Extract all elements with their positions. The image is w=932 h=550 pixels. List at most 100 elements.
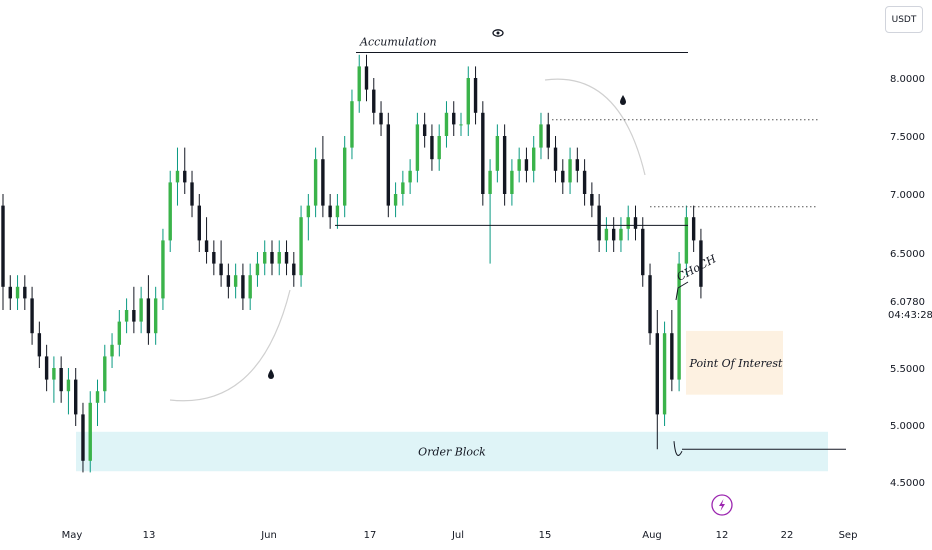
countdown-label: 04:43:28 [888,310,932,321]
candle-down [204,240,209,252]
candle-down [386,124,391,206]
time-tick: Jun [260,530,277,541]
time-tick: 17 [364,530,377,541]
candle-down [590,194,594,206]
candle-down [328,205,332,218]
candle-up [124,310,129,322]
candle-up [95,391,100,403]
candle-down [270,252,274,264]
price-tick: 4.5000 [890,478,925,489]
candle-up [604,228,609,241]
candle-up [401,182,405,194]
time-tick: Aug [642,530,662,541]
order-block-label: Order Block [418,446,486,459]
candle-up [168,182,172,241]
candle-down [241,275,245,299]
candle-up [248,275,252,299]
candle-down [481,112,485,194]
candle-up [103,356,107,392]
candle-down [641,228,645,276]
lightning-icon[interactable] [711,494,733,516]
candle-down [379,112,383,125]
candle-down [655,333,659,415]
candle-up [626,217,630,229]
candle-down [473,78,478,113]
candle-up [510,170,514,194]
price-axis[interactable]: 8.0000 7.5000 7.0000 6.5000 6.0780 04:43… [888,74,932,489]
candle-down [292,263,296,276]
candle-down [74,379,78,415]
eye-icon [492,29,504,37]
time-tick: Jul [451,530,464,541]
time-tick: 22 [781,530,794,541]
candle-up [437,136,441,160]
candle-down [430,136,434,160]
candle-down [59,368,63,392]
candle-up [677,263,681,380]
candle-up [684,217,689,264]
candle-down [1,205,5,287]
candle-up [466,78,470,125]
candle-down [372,89,376,113]
candle-down [183,170,187,183]
candle-down [546,124,550,148]
candle-up [350,101,354,148]
candle-down [502,136,507,194]
candle-down [197,205,201,241]
candle-down [226,275,231,287]
candle-up [408,170,412,183]
candle-down [219,263,223,276]
candle-up [117,321,122,345]
time-tick: 15 [539,530,552,541]
price-tick: 8.0000 [890,74,925,85]
candle-up [299,217,303,276]
candle-down [670,333,674,380]
candle-up [488,170,492,194]
price-tick: 5.5000 [890,364,925,375]
candle-up [277,252,281,264]
candle-up [415,124,420,171]
time-tick: 12 [716,530,729,541]
price-tick: 5.0000 [890,421,925,432]
candle-up [88,402,92,461]
candle-down [597,205,601,241]
candle-down [132,310,136,322]
candle-up [161,240,165,299]
point-of-interest-label: Point Of Interest [689,357,783,370]
candle-down [212,252,216,264]
left-arc [169,289,291,402]
currency-button[interactable]: USDT [885,6,923,33]
candle-down [37,333,42,357]
time-tick: May [62,530,83,541]
candle-up [153,298,158,334]
drop-icon [268,369,274,379]
order-block-rect [76,431,828,472]
candle-down [81,414,85,461]
candle-up [110,344,114,357]
candle-down [321,159,325,206]
candle-up [619,228,623,241]
candle-up [139,298,143,322]
candle-up [459,124,463,126]
candle-up [517,159,521,171]
candle-down [44,356,49,380]
candle-down [422,124,427,136]
time-axis[interactable]: May 13 Jun 17 Jul 15 Aug 12 22 Sep [62,530,858,541]
candle-up [444,112,449,136]
candle-down [524,159,529,171]
candle-up [335,205,340,218]
price-tick: 6.5000 [890,249,925,260]
candle-up [662,333,667,415]
candle-down [190,182,194,206]
candle-up [15,286,20,299]
time-tick: 13 [143,530,156,541]
candle-down [582,170,587,194]
candle-down [23,286,27,299]
price-tick: 7.0000 [890,190,925,201]
candle-up [263,252,267,264]
candle-up [357,66,361,102]
candle-down [30,298,34,334]
candle-down [575,159,580,171]
candle-down [691,217,696,241]
